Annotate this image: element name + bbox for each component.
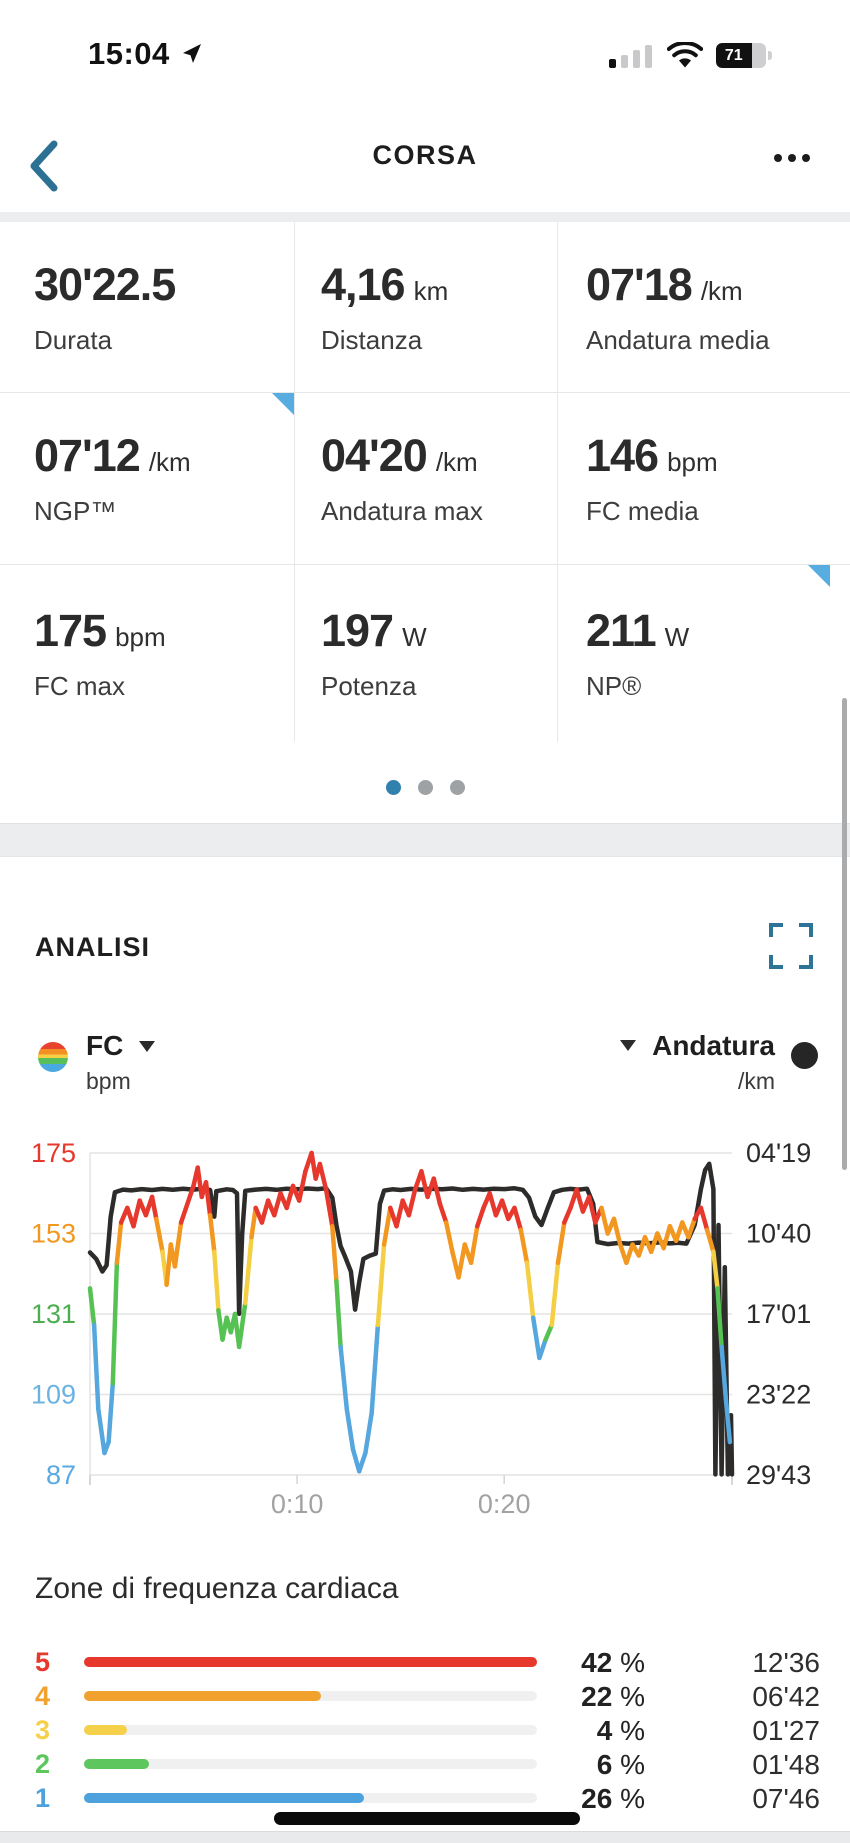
svg-text:29'43: 29'43 (746, 1460, 811, 1490)
right-metric-unit: /km (737, 1068, 775, 1094)
page-title: CORSA (372, 140, 478, 170)
zone-bar-fill (84, 1759, 149, 1769)
analysis-section-title: ANALISI (35, 932, 150, 962)
left-metric-unit: bpm (86, 1068, 131, 1094)
right-metric-name: Andatura (652, 1030, 775, 1061)
zone-number: 3 (35, 1715, 51, 1745)
next-section-edge (0, 1831, 850, 1843)
stats-page-dots (0, 780, 850, 795)
wifi-icon (667, 42, 703, 68)
zone-bar-fill (84, 1725, 128, 1735)
ellipsis-icon (774, 154, 782, 162)
stat-cell-andatura-max: 04'20/km Andatura max (295, 393, 558, 565)
clock: 15:04 (88, 36, 170, 71)
zone-bar-track (84, 1691, 537, 1701)
zone-bar-fill (84, 1691, 322, 1701)
svg-text:0:10: 0:10 (271, 1489, 324, 1519)
zone-bar-track (84, 1759, 537, 1769)
zone-number: 2 (35, 1749, 51, 1779)
chevron-down-icon[interactable] (139, 1040, 156, 1052)
svg-text:153: 153 (31, 1219, 76, 1249)
svg-text:23'22: 23'22 (746, 1380, 811, 1410)
right-metric-selector[interactable]: Andatura /km (620, 1030, 818, 1095)
svg-text:04'19: 04'19 (746, 1138, 811, 1168)
zone-bar-fill (84, 1793, 365, 1803)
zone-time: 01'27 (752, 1715, 820, 1746)
pace-series-icon (791, 1042, 818, 1069)
zone-row-1: 1 26 % 07'46 (0, 1781, 850, 1815)
page-dot-2[interactable] (417, 780, 433, 795)
zone-bar-track (84, 1793, 537, 1803)
zone-number: 1 (35, 1783, 51, 1813)
zone-percent: 6 % (596, 1749, 645, 1780)
page-dot-3[interactable] (449, 780, 465, 795)
zone-row-2: 2 6 % 01'48 (0, 1747, 850, 1781)
stat-cell-np: 211 W NP® (558, 565, 850, 742)
left-metric-selector[interactable]: FC bpm (38, 1030, 156, 1095)
zone-time: 12'36 (752, 1647, 820, 1678)
section-divider-band (0, 823, 850, 857)
zone-row-4: 4 22 % 06'42 (0, 1679, 850, 1713)
left-metric-name: FC (86, 1030, 124, 1061)
zone-time: 01'48 (752, 1749, 820, 1780)
zone-percent: 4 % (596, 1715, 645, 1746)
svg-text:10'40: 10'40 (746, 1219, 811, 1249)
zone-percent: 26 % (581, 1783, 645, 1814)
zone-bar-fill (84, 1657, 537, 1667)
nav-bar: CORSA (0, 110, 850, 210)
zone-row-3: 3 4 % 01'27 (0, 1713, 850, 1747)
hr-zones-gradient-icon (38, 1042, 68, 1072)
svg-text:0:20: 0:20 (478, 1489, 531, 1519)
zone-percent: 42 % (581, 1647, 645, 1678)
svg-text:17'01: 17'01 (746, 1299, 811, 1329)
hr-zones-title: Zone di frequenza cardiaca (35, 1572, 399, 1605)
stat-cell-durata: 30'22.5 Durata (0, 222, 295, 393)
fullscreen-icon (769, 923, 813, 969)
battery-icon: 71 (716, 43, 772, 68)
zone-bar-track (84, 1657, 537, 1667)
back-button[interactable] (22, 138, 66, 194)
zone-time: 06'42 (752, 1681, 820, 1712)
status-bar: 15:04 71 (0, 36, 850, 84)
stat-cell-ngp: 07'12/km NGP™ (0, 393, 295, 565)
expand-chart-button[interactable] (768, 922, 814, 970)
chevron-left-icon (30, 140, 58, 192)
more-options-button[interactable] (774, 146, 822, 170)
stat-cell-fc-media: 146 bpm FC media (558, 393, 850, 565)
best-effort-corner-marker (272, 393, 294, 415)
svg-text:131: 131 (31, 1299, 76, 1329)
analysis-chart[interactable]: 175 04'19 153 10'40 131 17'01 109 23'22 87 29'43 0… (0, 1130, 850, 1530)
cellular-signal-icon (609, 44, 652, 68)
svg-text:175: 175 (31, 1138, 76, 1168)
best-effort-corner-marker (808, 565, 830, 587)
svg-text:109: 109 (31, 1380, 76, 1410)
stat-cell-fc-max: 175 bpm FC max (0, 565, 295, 742)
stat-cell-potenza: 197 W Potenza (295, 565, 558, 742)
battery-percent: 71 (724, 46, 743, 64)
chevron-down-icon[interactable] (620, 1040, 637, 1051)
location-arrow-icon (182, 44, 201, 63)
zone-percent: 22 % (581, 1681, 645, 1712)
zone-bar-track (84, 1725, 537, 1735)
svg-text:87: 87 (46, 1460, 76, 1490)
zone-time: 07'46 (752, 1783, 820, 1814)
home-indicator[interactable] (274, 1812, 580, 1825)
divider-band (0, 212, 850, 222)
stat-cell-andatura-media: 07'18/km Andatura media (558, 222, 850, 393)
zone-row-5: 5 42 % 12'36 (0, 1645, 850, 1679)
scrollbar[interactable] (842, 698, 847, 1170)
page-dot-1[interactable] (385, 780, 401, 795)
zone-number: 5 (35, 1647, 51, 1677)
summary-stats-grid: 30'22.5 Durata 4,16 km Distanza 07'18/km … (0, 222, 850, 742)
zone-number: 4 (35, 1681, 51, 1711)
stat-cell-distanza: 4,16 km Distanza (295, 222, 558, 393)
